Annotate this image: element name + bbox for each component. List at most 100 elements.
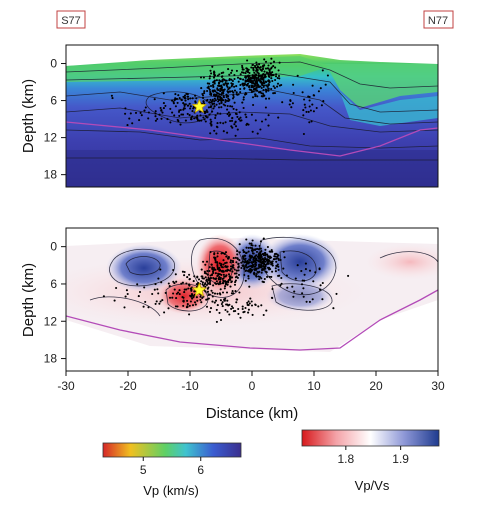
event-dot [158,302,161,305]
event-dot [294,277,297,280]
event-dot [252,88,255,91]
event-dot [216,292,219,295]
event-dot [139,111,142,114]
event-dot [237,266,240,269]
event-dot [239,83,242,87]
event-dot [262,237,265,240]
event-dot [303,279,306,282]
event-dot [209,132,212,135]
event-dot [213,105,216,108]
event-dot [263,82,266,85]
event-dot [209,69,212,72]
event-dot [242,98,245,101]
event-dot [204,282,207,285]
event-dot [243,267,246,271]
event-dot [214,272,217,275]
event-dot [278,84,281,87]
event-dot [173,288,176,291]
event-dot [216,96,219,99]
event-dot [276,85,279,88]
event-dot [230,280,233,283]
event-dot [212,76,216,79]
event-dot [259,259,262,263]
event-dot [305,110,308,113]
event-dot [213,268,216,271]
event-dot [264,67,268,70]
event-dot [181,270,184,273]
event-dot [305,300,308,303]
event-dot [242,78,245,81]
event-dot [218,311,221,314]
event-dot [202,260,205,263]
event-dot [320,104,323,107]
event-dot [136,283,139,286]
event-dot [268,268,271,271]
event-dot [264,248,267,251]
event-dot [244,254,247,257]
event-dot [303,103,306,106]
event-dot [174,97,177,100]
vp-y-ticks: 0 6 12 18 [44,57,66,182]
event-dot [257,255,260,258]
event-dot [233,89,237,92]
event-dot [225,261,228,264]
event-dot [253,78,256,82]
event-dot [217,278,220,281]
event-dot [241,264,244,268]
event-dot [273,92,276,95]
event-dot [271,264,274,267]
vp-y-label: Depth (km) [20,79,37,153]
event-dot [157,292,160,295]
event-dot [292,295,295,298]
event-dot [256,259,259,262]
event-dot [259,80,262,83]
event-dot [181,281,184,284]
event-dot [180,282,183,285]
event-dot [202,116,205,119]
event-dot [270,74,273,77]
event-dot [250,86,253,89]
event-dot [210,120,213,123]
event-dot [241,307,244,311]
event-dot [205,278,208,281]
event-dot [214,259,217,262]
event-dot [225,282,228,285]
event-dot [142,305,145,308]
event-dot [221,80,224,83]
event-dot [222,89,225,93]
event-dot [250,304,254,307]
event-dot [271,250,274,253]
x-tick-label: 20 [369,379,383,393]
event-dot [208,88,211,91]
event-dot [261,73,264,76]
event-dot [260,271,263,274]
event-dot [315,106,318,110]
event-dot [164,291,167,294]
event-dot [247,246,250,249]
event-dot [321,281,324,285]
event-dot [259,128,262,131]
event-dot [311,103,314,106]
event-dot [274,267,277,270]
event-dot [256,66,259,69]
event-dot [189,97,192,100]
event-dot [226,303,229,306]
event-dot [279,258,282,262]
vpvs-star-marker [191,282,208,297]
event-dot [232,94,235,97]
event-dot [253,77,256,80]
event-dot [218,269,221,272]
event-dot [214,114,217,117]
event-dot [206,280,209,284]
event-dot [224,104,227,107]
event-dot [247,68,250,71]
event-dot [102,295,105,298]
event-dot [286,286,289,289]
event-dot [228,98,231,101]
event-dot [268,97,271,100]
event-dot [274,78,277,82]
event-dot [324,83,327,86]
event-dot [223,83,226,86]
event-dot [172,292,175,295]
event-dot [208,281,211,284]
